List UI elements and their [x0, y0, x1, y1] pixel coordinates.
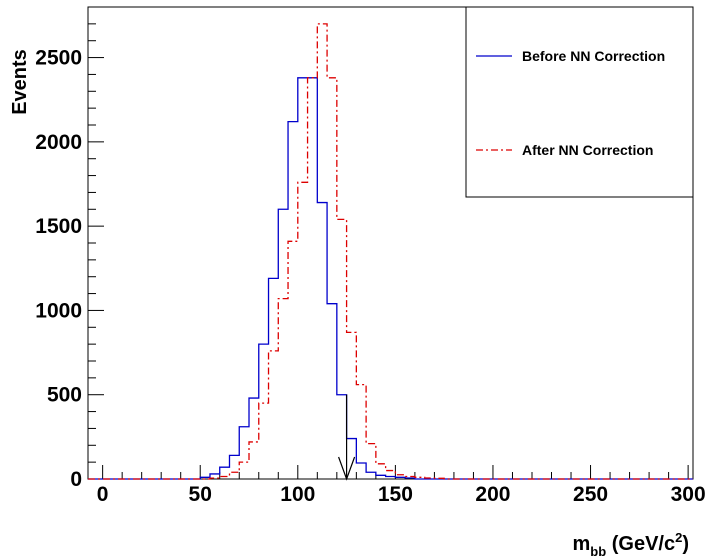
y-tick-label: 2500: [35, 47, 82, 70]
series-after-nn-correction: [88, 23, 693, 480]
x-axis-title-unit: (GeV/c: [606, 533, 675, 555]
arrow-head: [338, 456, 356, 481]
y-tick-label: 2000: [35, 131, 82, 154]
x-tick-label: 100: [280, 483, 315, 506]
x-tick-label: 0: [97, 483, 109, 506]
y-tick-label: 0: [70, 468, 82, 491]
legend-label-before: Before NN Correction: [522, 48, 665, 64]
x-tick-label: 50: [189, 483, 212, 506]
y-axis-title: Events: [9, 49, 31, 115]
y-tick-label: 1000: [35, 299, 82, 322]
legend-label-after: After NN Correction: [522, 142, 653, 158]
legend: Before NN Correction After NN Correction: [465, 6, 694, 198]
series-layer: [88, 23, 693, 480]
x-axis-title-subscript: bb: [590, 544, 606, 559]
x-tick-label: 150: [378, 483, 413, 506]
x-axis-title-superscript: 2: [675, 530, 682, 545]
legend-box: [465, 6, 694, 198]
x-axis-title-main: m: [572, 533, 590, 555]
x-tick-label: 300: [671, 483, 706, 506]
y-tick-label: 1500: [35, 215, 82, 238]
x-tick-label: 250: [573, 483, 608, 506]
marker-arrow: [338, 394, 356, 481]
axis-ticks: 0 50 100 150 200 250 300 0 500 1000 1500 2000 2500: [35, 23, 706, 506]
x-axis-title-close: ): [682, 533, 689, 555]
y-tick-label: 500: [47, 384, 82, 407]
x-axis-title: mbb (GeV/c2): [572, 530, 689, 559]
x-tick-label: 200: [475, 483, 510, 506]
